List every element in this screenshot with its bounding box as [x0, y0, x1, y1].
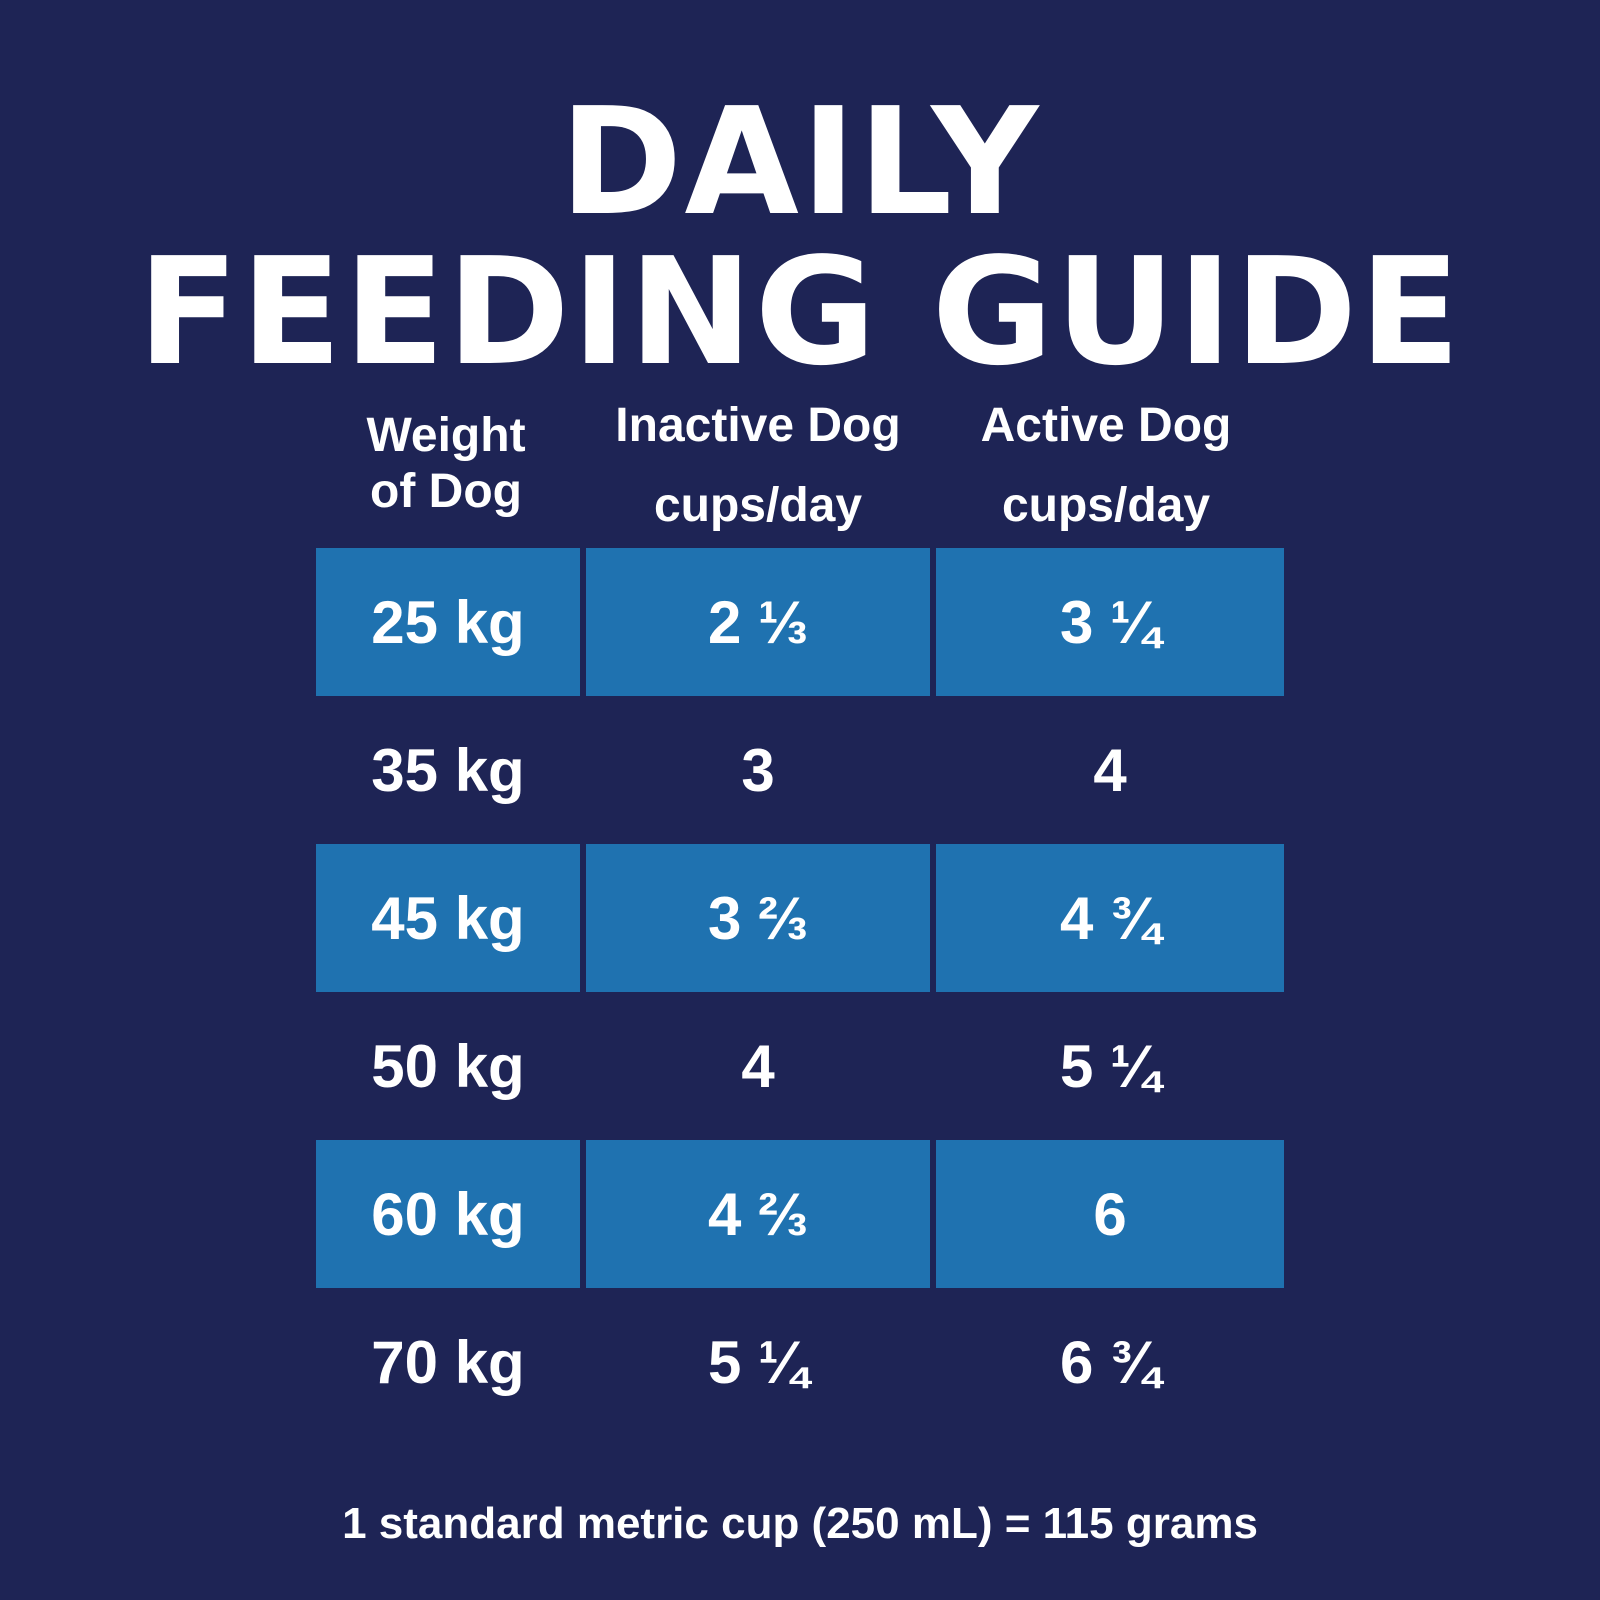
header-active: Active Dog cups/day [934, 398, 1278, 534]
header-active-line2: cups/day [1001, 479, 1211, 532]
inactive-cell: 4 ⅔ [586, 1140, 930, 1288]
table-row: 70 kg 5 ¼ 6 ¾ [0, 1288, 1600, 1436]
weight-cell: 60 kg [316, 1140, 580, 1288]
weight-cell: 70 kg [371, 1328, 525, 1396]
title-line-2: FEEDING GUIDE [137, 226, 1463, 398]
header-inactive-line1: Inactive Dog [615, 399, 901, 452]
table-row: 45 kg 3 ⅔ 4 ¾ [0, 844, 1600, 992]
header-active-line1: Active Dog [980, 399, 1232, 452]
inactive-cell: 3 ⅔ [586, 844, 930, 992]
weight-cell: 25 kg [316, 548, 580, 696]
header-inactive: Inactive Dog cups/day [586, 398, 930, 534]
header-inactive-line2: cups/day [653, 479, 863, 532]
active-cell: 3 ¼ [936, 548, 1284, 696]
inactive-cell: 3 [741, 736, 775, 804]
inactive-cell: 2 ⅓ [586, 548, 930, 696]
active-cell: 6 ¾ [1059, 1328, 1161, 1396]
inactive-cell: 4 [741, 1032, 775, 1100]
weight-cell: 45 kg [316, 844, 580, 992]
active-cell: 4 [1093, 736, 1127, 804]
table-row: 50 kg 4 5 ¼ [0, 992, 1600, 1140]
cup-conversion-note: 1 standard metric cup (250 mL) = 115 gra… [342, 1499, 1258, 1548]
table-row: 25 kg 2 ⅓ 3 ¼ [0, 548, 1600, 696]
inactive-cell: 5 ¼ [707, 1328, 809, 1396]
active-cell: 6 [936, 1140, 1284, 1288]
table-row: 60 kg 4 ⅔ 6 [0, 1140, 1600, 1288]
header-weight-line2: of Dog [370, 465, 522, 518]
header-weight-line1: Weight [366, 409, 526, 462]
weight-cell: 50 kg [371, 1032, 525, 1100]
table-row: 35 kg 3 4 [0, 696, 1600, 844]
active-cell: 4 ¾ [936, 844, 1284, 992]
weight-cell: 35 kg [371, 736, 525, 804]
header-weight: Weight of Dog [316, 408, 576, 520]
title-line-1: DAILY [559, 76, 1041, 248]
active-cell: 5 ¼ [1059, 1032, 1161, 1100]
